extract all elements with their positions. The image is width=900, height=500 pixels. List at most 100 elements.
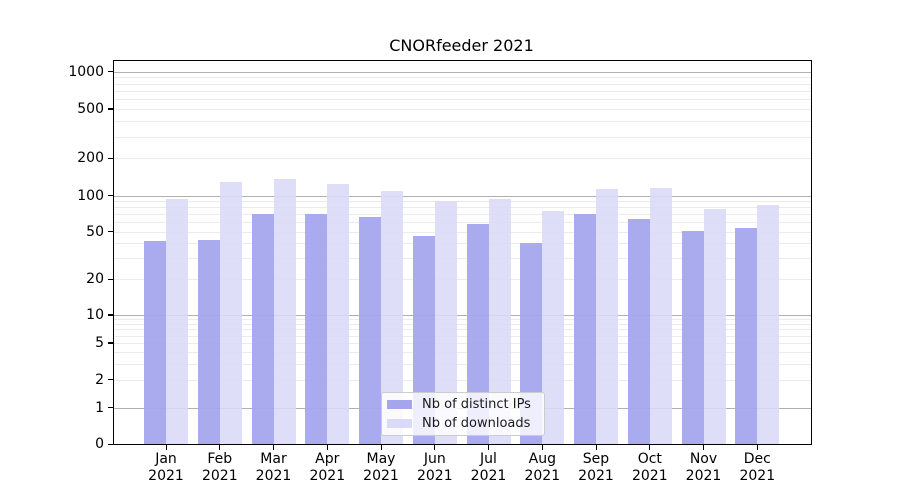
bar-distinct-ips-feb [197,239,220,444]
bar-downloads-jun [434,200,457,444]
y-tick-label-1000: 1000 [68,63,104,80]
x-tick-label-dec: Dec 2021 [739,451,776,484]
y-tick-label-0: 0 [95,436,104,452]
gridline-minor [114,329,811,331]
x-tick-label-apr: Apr 2021 [309,451,346,484]
x-tick-label-sep: Sep 2021 [578,451,614,484]
bar-distinct-ips-dec [735,227,758,444]
y-tick-mark [108,71,113,73]
bar-distinct-ips-mar [251,214,274,444]
y-tick-label-200: 200 [77,150,104,167]
gridline-minor [114,99,811,101]
x-tick-mark [756,445,758,450]
bar-distinct-ips-jan [144,240,166,444]
chart-title: CNORfeeder 2021 [389,36,534,55]
bar-distinct-ips-oct [627,218,650,444]
x-tick-mark [326,445,328,450]
y-tick-mark [108,379,113,381]
gridline-minor [114,90,811,92]
y-tick-label-500: 500 [77,100,104,117]
gridline-minor [114,363,811,365]
legend-swatch-distinct-ips [387,400,412,409]
x-tick-label-feb: Feb 2021 [201,451,238,484]
bar-distinct-ips-may [359,217,381,444]
gridline-minor [114,83,811,85]
gridline-major-1000 [114,71,811,73]
legend-item-downloads: Nb of downloads [387,416,536,431]
x-tick-mark [219,445,221,450]
gridline-minor [114,207,811,209]
bar-distinct-ips-apr [305,213,328,444]
y-tick-label-1: 1 [95,399,104,416]
y-tick-mark [108,342,113,344]
gridline-minor [114,258,811,260]
gridline-minor [114,231,811,233]
gridline-minor [114,136,811,138]
plot-area: Nb of distinct IPs Nb of downloads [113,60,812,445]
y-tick-mark [108,278,113,280]
x-tick-mark [434,445,436,450]
bar-downloads-aug [542,210,565,444]
x-tick-label-aug: Aug 2021 [524,451,561,484]
bar-downloads-oct [649,187,672,444]
y-tick-mark [108,231,113,233]
gridline-minor [114,77,811,79]
x-tick-label-jul: Jul 2021 [470,451,507,484]
x-tick-mark [273,445,275,450]
legend-item-distinct-ips: Nb of distinct IPs [387,397,536,412]
gridline-minor [114,279,811,281]
x-tick-label-oct: Oct 2021 [631,451,668,484]
x-tick-label-mar: Mar 2021 [255,451,292,484]
bar-downloads-apr [327,183,350,444]
gridline-minor [114,342,811,344]
bar-downloads-jul [488,198,511,444]
bar-downloads-dec [757,204,780,444]
bar-distinct-ips-sep [574,214,596,444]
x-tick-label-nov: Nov 2021 [685,451,722,484]
bar-distinct-ips-jul [466,224,489,444]
gridline-minor [114,323,811,325]
gridline-minor [114,379,811,381]
x-tick-mark [703,445,705,450]
gridline-minor [114,158,811,160]
x-tick-label-jun: Jun 2021 [416,451,453,484]
legend-label-downloads: Nb of downloads [422,416,531,431]
y-tick-mark [108,407,113,409]
x-tick-mark [541,445,543,450]
y-tick-mark [108,195,113,197]
bar-downloads-may [381,190,403,444]
gridline-minor [114,351,811,353]
x-tick-mark [165,445,167,450]
gridline-minor [114,214,811,216]
legend-label-distinct-ips: Nb of distinct IPs [422,397,531,412]
legend-swatch-downloads [387,419,412,428]
y-tick-mark [108,443,113,445]
y-tick-label-2: 2 [95,371,104,388]
bar-downloads-mar [273,179,296,444]
gridline-minor [114,121,811,122]
y-tick-mark [108,314,113,316]
y-tick-label-10: 10 [86,306,104,323]
gridline-major-100 [114,195,811,197]
y-tick-label-5: 5 [95,334,104,351]
bar-downloads-nov [703,209,726,444]
bar-downloads-jan [166,199,188,444]
y-tick-label-50: 50 [86,223,104,240]
gridline-minor [114,335,811,337]
gridline-minor [114,108,811,110]
x-tick-mark [595,445,597,450]
bar-downloads-feb [219,181,242,444]
y-tick-label-20: 20 [86,271,104,288]
x-tick-label-jan: Jan 2021 [148,451,184,484]
y-tick-mark [108,157,113,160]
gridline-minor [114,201,811,203]
x-tick-mark [380,445,382,450]
x-tick-mark [649,445,651,450]
y-tick-mark [108,108,113,110]
x-tick-mark [488,445,490,450]
bar-downloads-sep [596,189,618,444]
bar-distinct-ips-nov [681,230,704,444]
gridline-major-10 [114,314,811,316]
gridline-minor [114,222,811,224]
